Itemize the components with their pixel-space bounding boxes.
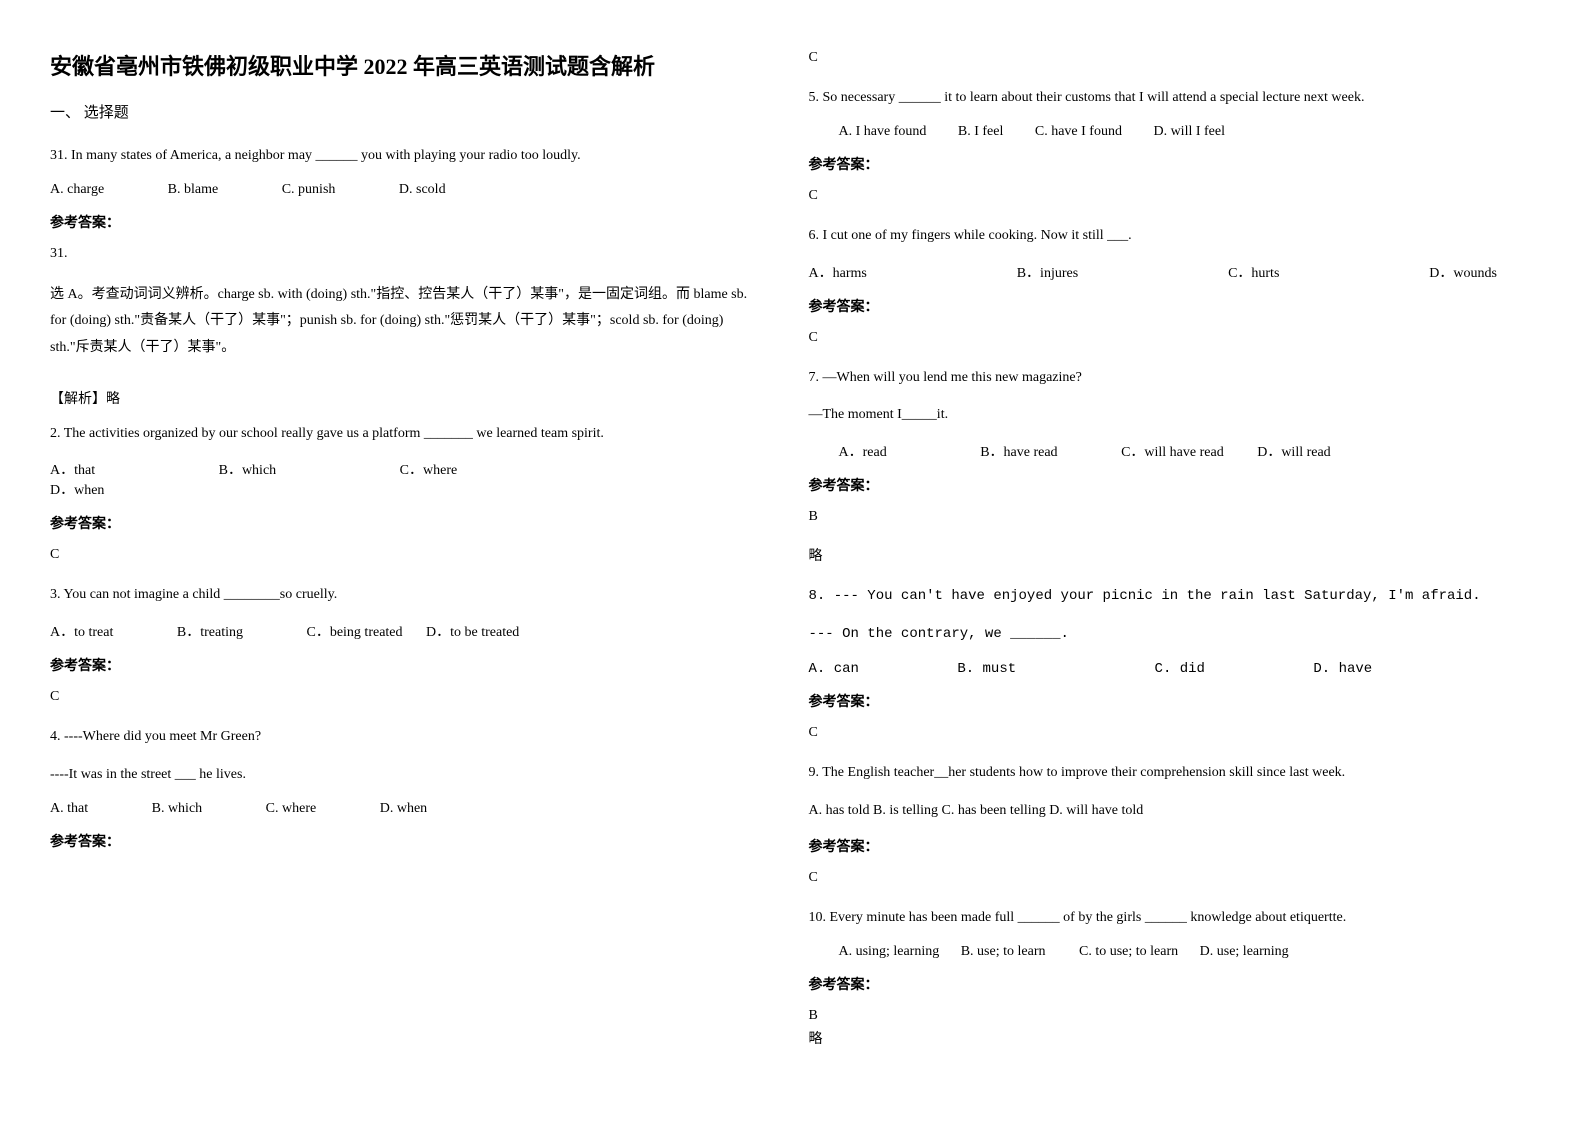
question-4-options: A. that B. which C. where D. when xyxy=(50,801,754,817)
option: B. must xyxy=(957,661,1016,677)
question-7-lue: 略 xyxy=(809,545,1528,565)
answer-label: 参考答案： xyxy=(809,475,1528,495)
option: B．treating xyxy=(177,621,243,641)
answer-label: 参考答案： xyxy=(50,212,754,232)
question-3-answer: C xyxy=(50,689,754,705)
option: C．being treated xyxy=(306,621,402,641)
question-6-answer: C xyxy=(809,330,1528,346)
answer-label: 参考答案： xyxy=(809,154,1528,174)
question-5-options: A. I have found B. I feel C. have I foun… xyxy=(809,124,1528,140)
question-2-answer: C xyxy=(50,547,754,563)
question-6-text: 6. I cut one of my fingers while cooking… xyxy=(809,224,1528,248)
option: D. will I feel xyxy=(1153,124,1225,140)
answer-label: 参考答案： xyxy=(50,831,754,851)
question-9-answer: C xyxy=(809,870,1528,886)
option: D. when xyxy=(380,801,427,817)
option: D. use; learning xyxy=(1200,944,1289,960)
option: B．have read xyxy=(980,441,1057,461)
right-column: C 5. So necessary ______ it to learn abo… xyxy=(794,0,1587,1122)
option: C．will have read xyxy=(1121,441,1224,461)
question-4-answer: C xyxy=(809,50,1528,66)
section-heading: 一、 选择题 xyxy=(50,101,754,122)
option: A. can xyxy=(809,661,859,677)
option: C．where xyxy=(400,459,458,479)
option: A. charge xyxy=(50,182,104,198)
question-10-options: A. using; learning B. use; to learn C. t… xyxy=(809,944,1528,960)
answer-label: 参考答案： xyxy=(809,974,1528,994)
question-8-options: A. can B. must C. did D. have xyxy=(809,661,1528,677)
question-7-text-2: —The moment I_____it. xyxy=(809,403,1528,427)
question-4-text-2: ----It was in the street ___ he lives. xyxy=(50,763,754,787)
option: A. using; learning xyxy=(839,944,940,960)
left-column: 安徽省亳州市铁佛初级职业中学 2022 年高三英语测试题含解析 一、 选择题 3… xyxy=(0,0,794,1122)
question-5-answer: C xyxy=(809,188,1528,204)
option: C. where xyxy=(266,801,317,817)
question-7-text-1: 7. —When will you lend me this new magaz… xyxy=(809,366,1528,390)
answer-label: 参考答案： xyxy=(50,655,754,675)
option: A．that xyxy=(50,459,95,479)
question-4-text-1: 4. ----Where did you meet Mr Green? xyxy=(50,725,754,749)
option: B．which xyxy=(219,459,277,479)
option: D. scold xyxy=(399,182,446,198)
option: B．injures xyxy=(1017,262,1078,282)
option: A．to treat xyxy=(50,621,113,641)
option: A．read xyxy=(839,441,887,461)
option: D．to be treated xyxy=(426,621,519,641)
answer-label: 参考答案： xyxy=(50,513,754,533)
option: C．hurts xyxy=(1228,262,1279,282)
question-9-text: 9. The English teacher__her students how… xyxy=(809,761,1528,785)
option: C. to use; to learn xyxy=(1079,944,1178,960)
question-31-explain: 选 A。考查动词词义辨析。charge sb. with (doing) sth… xyxy=(50,282,754,362)
question-31-text: 31. In many states of America, a neighbo… xyxy=(50,144,754,168)
question-8-text-1: 8. --- You can't have enjoyed your picni… xyxy=(809,585,1528,609)
question-9-options: A. has told B. is telling C. has been te… xyxy=(809,799,1528,823)
question-3-text: 3. You can not imagine a child ________s… xyxy=(50,583,754,607)
option: A．harms xyxy=(809,262,867,282)
option: C. punish xyxy=(282,182,336,198)
question-8-text-2: --- On the contrary, we ______. xyxy=(809,623,1528,647)
explain-label: 【解析】略 xyxy=(50,388,754,408)
option: A. I have found xyxy=(839,124,927,140)
document-title: 安徽省亳州市铁佛初级职业中学 2022 年高三英语测试题含解析 xyxy=(50,50,754,83)
option: B. use; to learn xyxy=(961,944,1046,960)
question-2-text: 2. The activities organized by our schoo… xyxy=(50,422,754,446)
option: B. I feel xyxy=(958,124,1003,140)
answer-label: 参考答案： xyxy=(809,296,1528,316)
option: D. have xyxy=(1313,661,1372,677)
option: B. which xyxy=(152,801,203,817)
question-7-options: A．read B．have read C．will have read D．wi… xyxy=(809,441,1528,461)
option: C. did xyxy=(1155,661,1205,677)
question-10-text: 10. Every minute has been made full ____… xyxy=(809,906,1528,930)
question-8-answer: C xyxy=(809,725,1528,741)
option: D．will read xyxy=(1257,441,1330,461)
question-3-options: A．to treat B．treating C．being treated D．… xyxy=(50,621,754,641)
question-5-text: 5. So necessary ______ it to learn about… xyxy=(809,86,1528,110)
option: B. blame xyxy=(168,182,219,198)
question-31-answer-num: 31. xyxy=(50,246,754,262)
option: D．wounds xyxy=(1429,262,1497,282)
answer-label: 参考答案： xyxy=(809,836,1528,856)
option: D．when xyxy=(50,479,104,499)
question-31-options: A. charge B. blame C. punish D. scold xyxy=(50,182,754,198)
question-10-answer: B xyxy=(809,1008,1528,1024)
option: A. that xyxy=(50,801,88,817)
question-2-options: A．that B．which C．where D．when xyxy=(50,459,754,499)
question-7-answer: B xyxy=(809,509,1528,525)
question-10-lue: 略 xyxy=(809,1028,1528,1048)
answer-label: 参考答案： xyxy=(809,691,1528,711)
option: C. have I found xyxy=(1035,124,1122,140)
question-6-options: A．harms B．injures C．hurts D．wounds xyxy=(809,262,1528,282)
